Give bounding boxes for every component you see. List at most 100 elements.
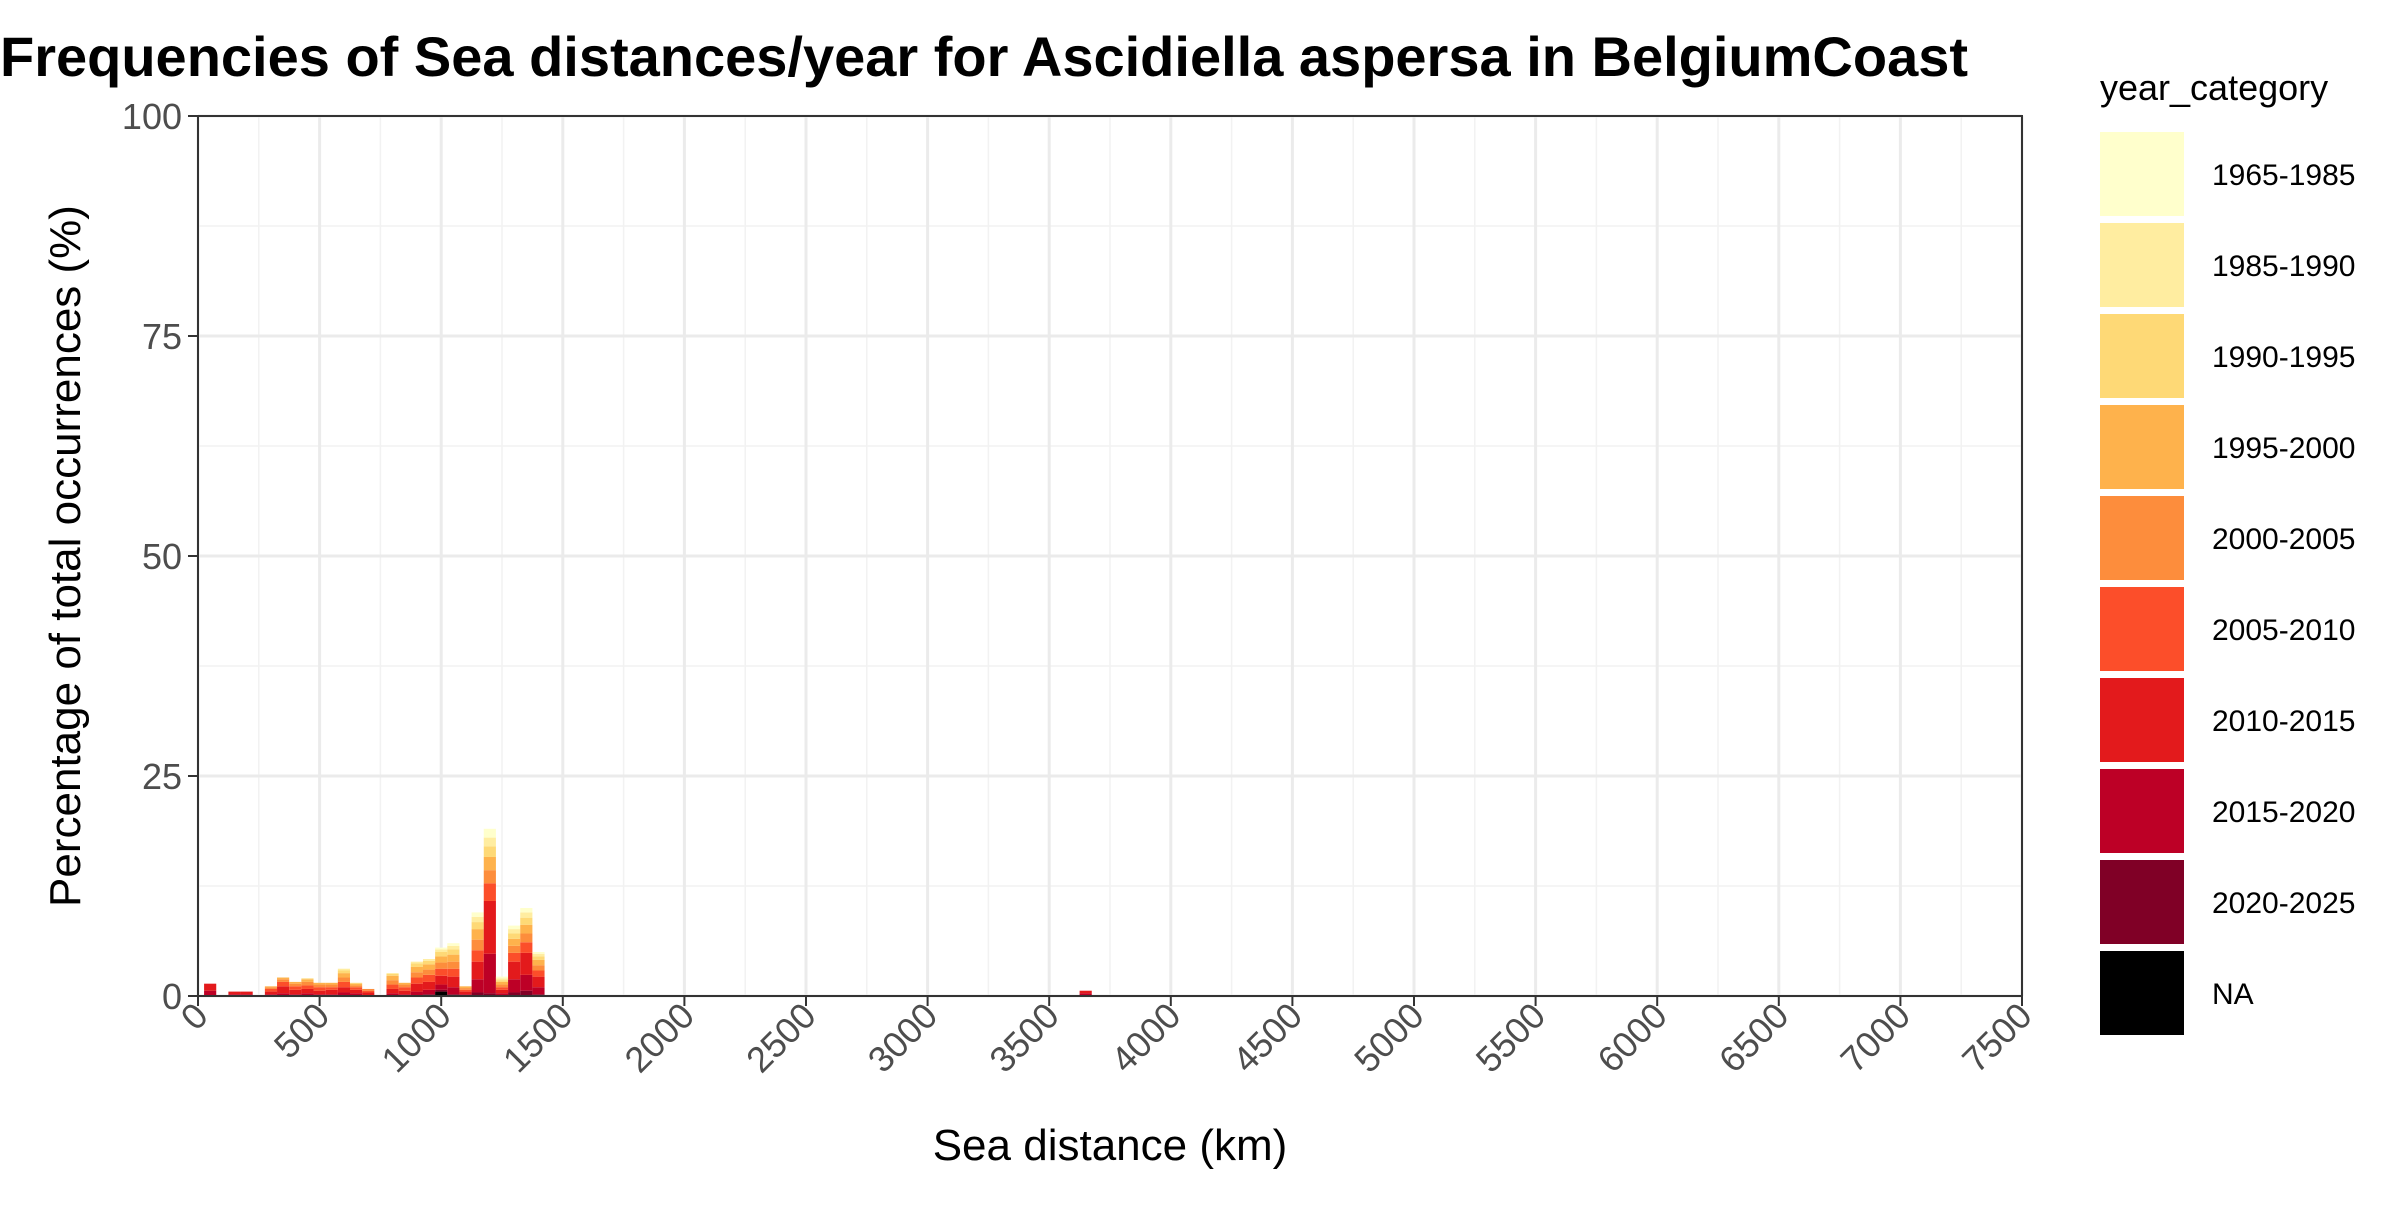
legend: year_category 1965-1985 1985-1990 1990-199… [2100,67,2355,1035]
bar-segment [398,987,411,991]
bar-segment [422,989,436,995]
bar-segment [1079,990,1092,994]
bar-segment [520,990,533,996]
bar-segment [508,979,521,993]
legend-swatch [2100,496,2184,580]
legend-label: 1995-2000 [2212,432,2355,465]
bar-segment [495,987,509,990]
bar-segment [386,988,399,994]
y-tick-label: 25 [142,756,182,797]
bar-segment [1079,993,1092,996]
bar-segment [337,973,350,978]
bar-segment [532,970,545,977]
bar-segment [520,912,533,918]
bar-segment [350,982,363,984]
legend-swatch [2100,223,2184,307]
bar-segment [435,952,448,957]
bar-segment [471,929,484,940]
bar-segment [410,983,423,992]
bar-segment [447,961,460,969]
y-tick-label: 0 [162,976,182,1017]
bar-segment [313,984,326,988]
bar-segment [435,975,448,985]
bar-segment [495,981,509,985]
x-tick-label: 7500 [1954,995,2040,1081]
bar-segment [362,992,375,996]
bar-segment [495,984,509,988]
bar-segment [471,912,484,917]
bar-segment [435,956,448,963]
bar-segment [301,988,314,994]
bar-segment [386,974,399,976]
bar-segment [520,974,533,991]
legend-swatch [2100,587,2184,671]
bar-segment [495,993,509,996]
bar-segment [532,959,545,966]
bar-segment [289,986,302,990]
x-tick-label: 5500 [1468,995,1554,1081]
bar-segment [532,965,545,971]
bar-segment [508,952,521,962]
bar-segment [289,983,302,987]
bar-segment [325,987,338,990]
bar-segment [471,950,484,962]
bar-segment [398,982,411,985]
bar-segment [435,947,448,950]
bar-segment [350,985,363,988]
bar-segment [301,978,314,980]
bar-segment [422,964,436,970]
x-tick-label: 500 [266,995,337,1066]
bar-segment [386,973,399,974]
bar-segment [410,977,423,984]
bar-segment [471,979,484,993]
bar-segment [289,981,302,984]
y-axis-label: Percentage of total occurrences (%) [41,205,90,907]
x-tick-label: 6500 [1711,995,1797,1081]
bar-segment [204,990,217,996]
bar-segment [508,925,521,930]
legend-swatch [2100,678,2184,762]
bar-segment [508,929,521,934]
bar-segment [508,992,521,996]
bar-segment [337,992,350,996]
bar-segment [483,870,496,884]
legend-swatch [2100,132,2184,216]
bar-segment [386,984,399,989]
bar-segment [435,984,448,990]
bar-segment [520,908,533,913]
bar-segment [483,953,496,994]
bar-segment [386,993,399,996]
bar-segment [228,991,241,995]
bar-segment [422,981,436,990]
bar-segment [532,952,545,954]
x-tick-label: 3500 [981,995,1067,1081]
legend-swatch [2100,769,2184,853]
legend-label: 2005-2010 [2212,614,2355,647]
x-tick-label: 0 [173,995,216,1038]
bar-segment [410,966,423,973]
legend-label: 1990-1995 [2212,341,2355,374]
chart-title: Frequencies of Sea distances/year for As… [0,25,1968,88]
bar-segment [350,993,363,996]
bar-segment [447,954,460,962]
bar-segment [508,961,521,980]
bar-segment [447,945,460,950]
bar-segment [447,949,460,955]
legend-title: year_category [2100,67,2328,108]
bar-segment [495,976,509,979]
bar-segment [301,993,314,996]
bar-segment [532,976,545,988]
x-tick-label: 7000 [1832,995,1918,1081]
x-tick-label: 4500 [1224,995,1310,1081]
legend-swatch [2100,860,2184,944]
bar-segment [447,943,460,946]
x-tick-label: 3000 [860,995,946,1081]
legend-swatch [2100,314,2184,398]
bar-segment [495,989,509,994]
bar-segment [483,900,496,954]
bar-segment [435,949,448,952]
bar-segment [495,978,509,981]
bar-segment [410,963,423,967]
bar-segment [313,982,326,985]
